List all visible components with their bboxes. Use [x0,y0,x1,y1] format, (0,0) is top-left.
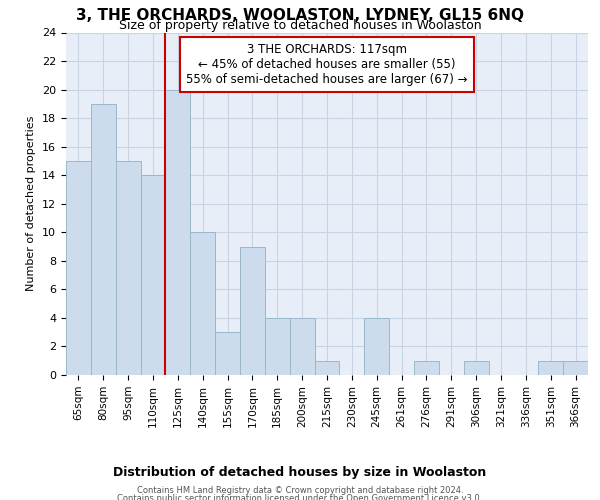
Bar [290,318,314,375]
Text: Contains public sector information licensed under the Open Government Licence v3: Contains public sector information licen… [118,494,482,500]
Text: Size of property relative to detached houses in Woolaston: Size of property relative to detached ho… [119,19,481,32]
Bar [166,90,190,375]
Bar [538,360,563,375]
Text: 3, THE ORCHARDS, WOOLASTON, LYDNEY, GL15 6NQ: 3, THE ORCHARDS, WOOLASTON, LYDNEY, GL15… [76,8,524,22]
Bar [265,318,290,375]
Bar [240,246,265,375]
Bar [563,360,588,375]
Bar [91,104,116,375]
Bar [140,175,166,375]
Bar [190,232,215,375]
Text: Distribution of detached houses by size in Woolaston: Distribution of detached houses by size … [113,466,487,479]
Bar [66,161,91,375]
Bar [464,360,488,375]
Bar [116,161,140,375]
Bar [364,318,389,375]
Bar [314,360,340,375]
Text: 3 THE ORCHARDS: 117sqm
← 45% of detached houses are smaller (55)
55% of semi-det: 3 THE ORCHARDS: 117sqm ← 45% of detached… [186,43,468,86]
Y-axis label: Number of detached properties: Number of detached properties [26,116,37,292]
Bar [414,360,439,375]
Text: Contains HM Land Registry data © Crown copyright and database right 2024.: Contains HM Land Registry data © Crown c… [137,486,463,495]
Bar [215,332,240,375]
